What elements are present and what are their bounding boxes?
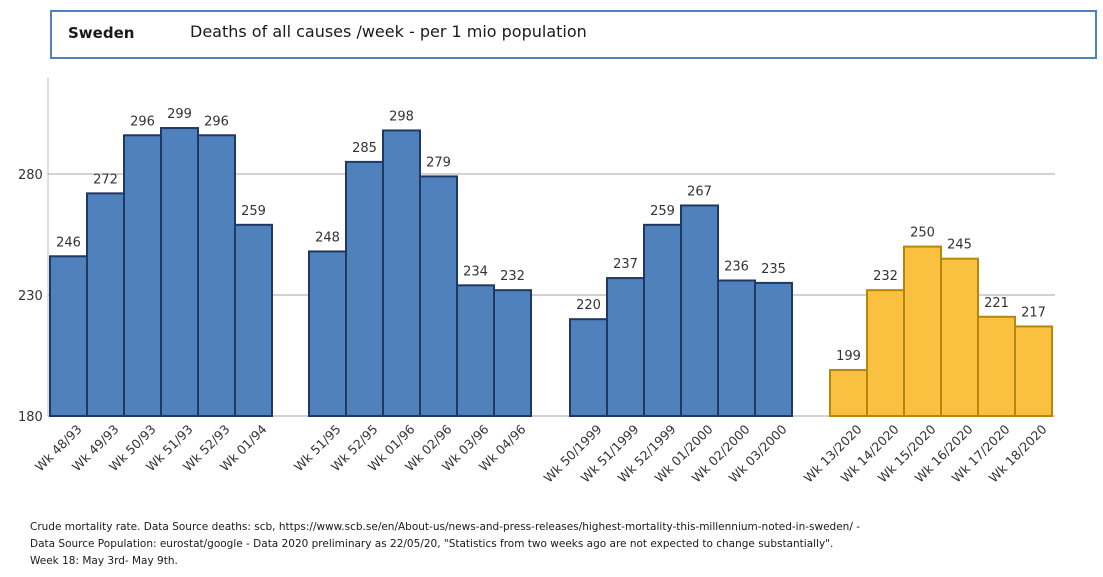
- y-tick-label: 280: [18, 168, 43, 183]
- data-label: 232: [873, 269, 898, 284]
- bar: [903, 245, 942, 417]
- data-label: 267: [687, 184, 712, 199]
- chart-title-box: Sweden Deaths of all causes /week - per …: [50, 10, 1097, 59]
- bar: [643, 223, 682, 417]
- data-label: 232: [500, 269, 525, 284]
- data-label: 217: [1021, 305, 1046, 320]
- data-label: 285: [352, 141, 377, 156]
- bar: [493, 289, 532, 417]
- bar: [345, 160, 384, 417]
- data-label: 259: [650, 204, 675, 219]
- data-label: 298: [389, 109, 414, 124]
- bar: [419, 175, 458, 417]
- data-label: 235: [761, 262, 786, 277]
- bar: [680, 204, 719, 417]
- data-label: 234: [463, 264, 488, 279]
- data-label: 299: [167, 107, 192, 122]
- bar: [940, 257, 979, 418]
- data-label: 236: [724, 259, 749, 274]
- bar: [754, 281, 793, 417]
- footnote-source-population: Data Source Population: eurostat/google …: [30, 538, 834, 550]
- data-label: 245: [947, 238, 972, 253]
- chart-title: Deaths of all causes /week - per 1 mio p…: [190, 22, 587, 41]
- footnote-week-note: Week 18: May 3rd- May 9th.: [30, 555, 178, 567]
- data-label: 250: [910, 226, 935, 241]
- bar: [569, 318, 608, 418]
- data-label: 199: [836, 349, 861, 364]
- bar: [606, 277, 645, 417]
- bar: [977, 315, 1016, 417]
- data-label: 220: [576, 298, 601, 313]
- bar: [86, 192, 125, 417]
- bar: [382, 129, 421, 417]
- bar: [123, 134, 162, 417]
- data-label: 248: [315, 230, 340, 245]
- data-label: 296: [130, 114, 155, 129]
- chart-title-country: Sweden: [68, 24, 135, 42]
- bar: [308, 250, 347, 417]
- y-tick-label: 230: [18, 289, 43, 304]
- data-label: 221: [984, 296, 1009, 311]
- bar: [160, 127, 199, 418]
- bar: [866, 289, 905, 417]
- bar: [717, 279, 756, 418]
- footnote-source-deaths: Crude mortality rate. Data Source deaths…: [30, 521, 860, 533]
- bar: [456, 284, 495, 417]
- bar: [49, 255, 88, 417]
- data-label: 237: [613, 257, 638, 272]
- bar: [197, 134, 236, 417]
- y-tick-label: 180: [18, 410, 43, 425]
- data-label: 279: [426, 155, 451, 170]
- data-label: 259: [241, 204, 266, 219]
- data-label: 296: [204, 114, 229, 129]
- bar: [234, 223, 273, 417]
- bar: [829, 369, 868, 417]
- data-label: 272: [93, 172, 118, 187]
- data-label: 246: [56, 235, 81, 250]
- bar: [1014, 325, 1053, 417]
